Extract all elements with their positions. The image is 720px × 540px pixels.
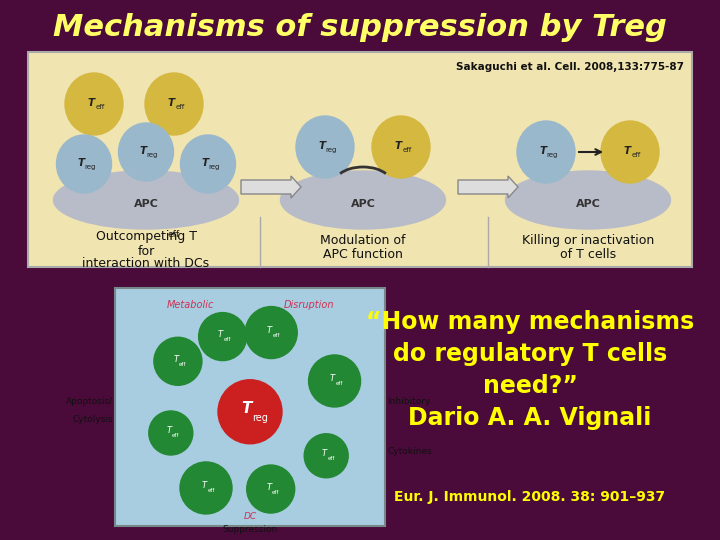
Text: Sakaguchi et al. Cell. 2008,133:775-87: Sakaguchi et al. Cell. 2008,133:775-87 — [456, 62, 684, 72]
Ellipse shape — [56, 135, 112, 193]
Text: Outcompeting T: Outcompeting T — [96, 230, 197, 243]
Text: Mechanisms of suppression by Treg: Mechanisms of suppression by Treg — [53, 14, 667, 43]
Text: T: T — [266, 326, 271, 335]
Circle shape — [246, 307, 297, 359]
Text: eff: eff — [176, 104, 184, 110]
Text: T: T — [87, 98, 94, 108]
Text: T: T — [395, 141, 402, 151]
Text: eff: eff — [336, 381, 343, 387]
Text: APC: APC — [575, 199, 600, 209]
Text: reg: reg — [208, 164, 220, 170]
Text: T: T — [78, 158, 84, 168]
Text: eff: eff — [179, 362, 186, 367]
Circle shape — [305, 434, 348, 478]
Ellipse shape — [372, 116, 430, 178]
Circle shape — [149, 411, 193, 455]
Text: T: T — [174, 355, 179, 364]
Text: T: T — [266, 483, 271, 491]
Text: eff: eff — [224, 337, 231, 342]
Text: Cytolysis: Cytolysis — [73, 415, 113, 424]
Text: T: T — [202, 482, 207, 490]
Text: T: T — [539, 146, 546, 156]
Text: reg: reg — [84, 164, 96, 170]
Text: Inhibitory: Inhibitory — [387, 397, 431, 406]
Bar — [115, 288, 385, 526]
Text: T: T — [240, 401, 251, 416]
Ellipse shape — [181, 135, 235, 193]
Text: Disruption: Disruption — [284, 300, 335, 310]
Circle shape — [218, 380, 282, 444]
Ellipse shape — [296, 116, 354, 178]
Circle shape — [154, 338, 202, 385]
Text: reg: reg — [252, 413, 268, 423]
Text: APC: APC — [134, 199, 158, 209]
Text: T: T — [330, 374, 335, 383]
Text: T: T — [624, 146, 631, 156]
Text: Cytokines: Cytokines — [387, 447, 431, 456]
Text: APC function: APC function — [323, 248, 403, 261]
Text: Dario A. A. Vignali: Dario A. A. Vignali — [408, 406, 652, 430]
Text: interaction with DCs: interaction with DCs — [82, 257, 210, 270]
Text: of T cells: of T cells — [560, 248, 616, 261]
Circle shape — [309, 355, 361, 407]
Text: Apoptosis/: Apoptosis/ — [66, 397, 113, 406]
Text: eff: eff — [95, 104, 104, 110]
Text: T: T — [218, 330, 223, 339]
Text: Modulation of: Modulation of — [320, 234, 406, 247]
Bar — [28, 52, 692, 267]
Text: do regulatory T cells: do regulatory T cells — [393, 342, 667, 366]
FancyArrow shape — [241, 176, 301, 198]
Text: “How many mechanisms: “How many mechanisms — [366, 310, 694, 334]
Text: eff: eff — [273, 333, 280, 338]
Text: need?”: need?” — [482, 374, 577, 398]
FancyArrow shape — [458, 176, 518, 198]
Text: DC: DC — [243, 512, 256, 521]
Text: reg: reg — [325, 147, 337, 153]
Text: APC: APC — [351, 199, 375, 209]
Ellipse shape — [145, 73, 203, 135]
Text: T: T — [322, 449, 327, 458]
Ellipse shape — [119, 123, 174, 181]
Text: for: for — [138, 245, 155, 258]
Ellipse shape — [281, 171, 446, 229]
Text: eff: eff — [272, 490, 279, 495]
Text: eff: eff — [402, 147, 412, 153]
Circle shape — [199, 313, 247, 361]
Text: eff: eff — [207, 489, 215, 494]
Ellipse shape — [601, 121, 659, 183]
Text: T: T — [140, 146, 147, 156]
Ellipse shape — [505, 171, 670, 229]
Text: reg: reg — [546, 152, 558, 158]
Circle shape — [247, 465, 294, 513]
Ellipse shape — [65, 73, 123, 135]
Text: eff: eff — [328, 456, 335, 461]
Text: reg: reg — [146, 152, 158, 158]
Text: T: T — [202, 158, 209, 168]
Ellipse shape — [517, 121, 575, 183]
Text: Killing or inactivation: Killing or inactivation — [522, 234, 654, 247]
Text: T: T — [166, 427, 171, 435]
Text: Metabolic: Metabolic — [167, 300, 215, 310]
Text: eff: eff — [631, 152, 641, 158]
Text: eff: eff — [168, 230, 180, 239]
Text: eff: eff — [172, 434, 179, 438]
Text: T: T — [318, 141, 325, 151]
Text: Eur. J. Immunol. 2008. 38: 901–937: Eur. J. Immunol. 2008. 38: 901–937 — [395, 490, 665, 504]
Text: Suppression: Suppression — [222, 525, 278, 534]
Circle shape — [180, 462, 232, 514]
Ellipse shape — [53, 171, 238, 229]
Text: T: T — [168, 98, 174, 108]
